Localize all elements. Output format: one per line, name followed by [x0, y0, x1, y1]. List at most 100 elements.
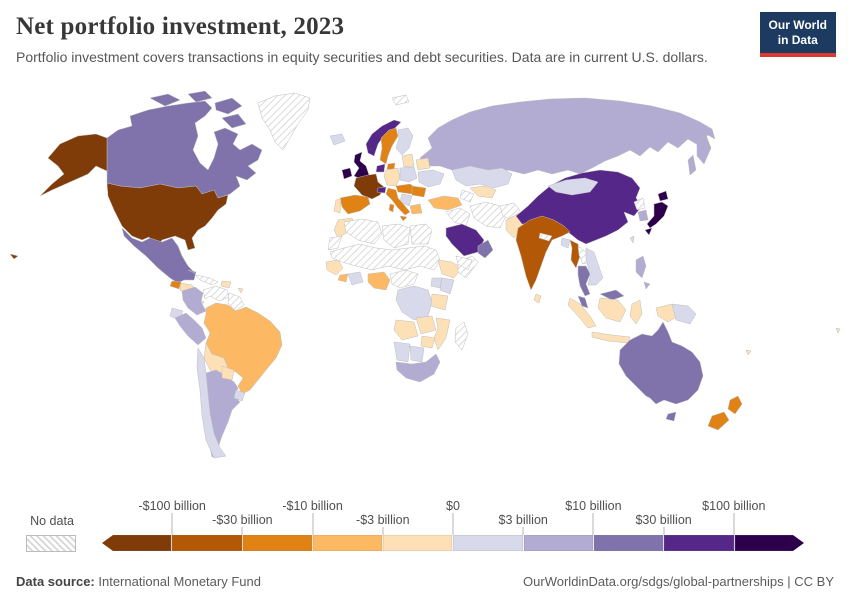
country-venezuela[interactable] — [202, 285, 230, 302]
country-hawaii[interactable] — [9, 253, 19, 260]
country-indonesia-borneo[interactable] — [597, 297, 627, 323]
country-syria-iraq[interactable] — [445, 207, 471, 227]
country-guyana[interactable] — [227, 292, 245, 312]
country-mongolia[interactable] — [547, 177, 599, 196]
country-philippines[interactable] — [635, 255, 651, 290]
country-kenya[interactable] — [439, 277, 455, 295]
country-taiwan[interactable] — [629, 235, 635, 244]
country-russia-sakhalin[interactable] — [687, 154, 697, 176]
country-algeria[interactable] — [343, 218, 383, 245]
legend-bin-5[interactable] — [453, 535, 524, 551]
country-south-korea[interactable] — [637, 209, 649, 222]
country-canada-islands[interactable] — [149, 90, 247, 129]
country-south-africa[interactable] — [395, 353, 441, 383]
country-kazakhstan[interactable] — [451, 165, 513, 189]
country-malaysia-peninsula[interactable] — [577, 295, 589, 309]
country-angola[interactable] — [393, 319, 419, 341]
country-greenland[interactable] — [257, 92, 311, 151]
country-germany[interactable] — [383, 167, 401, 187]
legend-bin-3[interactable] — [312, 535, 384, 551]
country-mexico[interactable] — [121, 227, 197, 284]
country-bangladesh[interactable] — [560, 237, 571, 249]
country-dr-congo[interactable] — [395, 285, 433, 321]
country-nigeria[interactable] — [367, 271, 391, 291]
legend-bin-2[interactable] — [242, 535, 313, 551]
country-uruguay[interactable] — [233, 389, 246, 402]
country-sierra-leone-liberia[interactable] — [337, 273, 349, 283]
country-indonesia-sumatra[interactable] — [567, 297, 597, 329]
country-zimbabwe[interactable] — [420, 335, 436, 349]
country-senegal-guinea[interactable] — [325, 259, 344, 276]
country-ukraine[interactable] — [417, 169, 445, 188]
country-belarus[interactable] — [415, 157, 431, 171]
country-tanzania[interactable] — [430, 293, 449, 311]
country-uzbekistan[interactable] — [469, 185, 497, 199]
country-india[interactable] — [515, 215, 571, 291]
country-papua-new-guinea[interactable] — [671, 303, 697, 325]
country-spain[interactable] — [339, 194, 371, 215]
no-data-swatch[interactable] — [26, 535, 76, 552]
country-united-kingdom[interactable] — [353, 151, 370, 180]
country-libya[interactable] — [381, 223, 411, 249]
footer-link[interactable]: OurWorldinData.org/sdgs/global-partnersh… — [523, 574, 834, 589]
country-new-zealand[interactable] — [707, 395, 743, 431]
country-egypt[interactable] — [409, 223, 433, 245]
country-balkans[interactable] — [399, 193, 413, 207]
country-australia[interactable] — [618, 321, 704, 405]
country-turkmenistan[interactable] — [459, 189, 475, 203]
country-cuba[interactable] — [195, 274, 219, 286]
country-sri-lanka[interactable] — [533, 293, 542, 304]
legend-bin-4[interactable] — [383, 535, 454, 551]
country-vietnam[interactable] — [585, 247, 604, 286]
country-chile[interactable] — [196, 347, 227, 459]
country-france[interactable] — [353, 173, 385, 200]
country-japan[interactable] — [644, 190, 669, 236]
country-malaysia-borneo[interactable] — [599, 289, 625, 301]
country-indonesia-papua[interactable] — [655, 303, 679, 323]
country-poland[interactable] — [399, 166, 418, 183]
country-caribbean-islands[interactable] — [237, 287, 244, 294]
country-alaska[interactable] — [39, 133, 108, 197]
country-zambia[interactable] — [415, 315, 437, 335]
country-oman[interactable] — [477, 239, 494, 259]
country-baltics[interactable] — [401, 153, 415, 168]
country-hispaniola[interactable] — [220, 280, 232, 289]
country-indonesia-java[interactable] — [591, 331, 631, 344]
legend-bin-6[interactable] — [523, 535, 595, 551]
country-italy[interactable] — [385, 187, 411, 222]
country-romania[interactable] — [411, 185, 427, 198]
legend-bin-7[interactable] — [594, 535, 665, 551]
country-portugal[interactable] — [333, 198, 342, 214]
legend-bin-1[interactable] — [172, 535, 243, 551]
legend-bin-8[interactable] — [664, 535, 735, 551]
country-thailand[interactable] — [577, 265, 591, 297]
country-netherlands-belgium[interactable] — [375, 163, 386, 173]
country-namibia[interactable] — [393, 341, 411, 363]
country-ethiopia[interactable] — [437, 259, 463, 279]
country-finland[interactable] — [395, 127, 414, 156]
country-russia-kamchatka[interactable] — [696, 134, 712, 165]
country-ireland[interactable] — [341, 167, 353, 180]
legend-bin-0[interactable] — [102, 535, 173, 551]
country-united-states[interactable] — [106, 182, 229, 251]
country-sweden[interactable] — [379, 127, 399, 165]
country-switzerland[interactable] — [376, 186, 387, 194]
country-mozambique[interactable] — [433, 317, 451, 351]
country-turkey[interactable] — [427, 195, 463, 211]
country-western-sahara[interactable] — [327, 235, 343, 251]
country-iceland[interactable] — [329, 133, 346, 146]
country-sahel-sudan[interactable] — [329, 243, 441, 271]
country-guatemala[interactable] — [169, 280, 182, 290]
country-iran[interactable] — [469, 201, 507, 229]
country-peru[interactable] — [174, 312, 207, 346]
country-russia[interactable] — [419, 97, 716, 175]
country-north-korea[interactable] — [633, 197, 646, 211]
country-tasmania[interactable] — [665, 411, 677, 422]
country-madagascar[interactable] — [454, 321, 469, 351]
country-cameroon-car[interactable] — [389, 269, 419, 289]
country-paraguay[interactable] — [221, 365, 235, 381]
country-nepal[interactable] — [538, 232, 553, 242]
country-indonesia-sulawesi[interactable] — [629, 299, 643, 325]
legend-bin-9[interactable] — [735, 535, 804, 551]
country-yemen[interactable] — [455, 255, 473, 271]
